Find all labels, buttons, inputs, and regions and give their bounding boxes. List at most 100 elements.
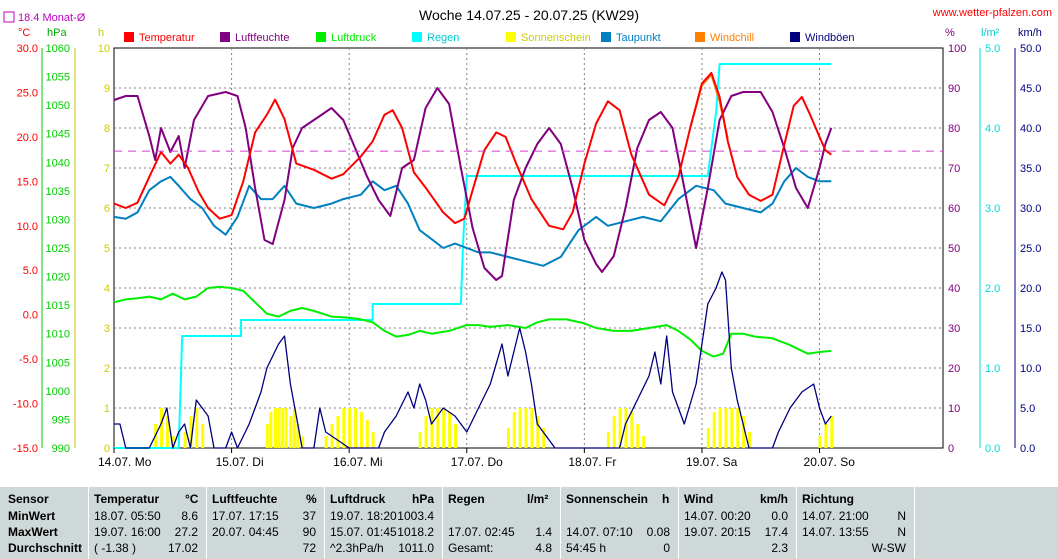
sunshine-bar [454, 424, 458, 448]
rain-tick-label: 5.0 [985, 43, 1000, 55]
sunshine-bar [274, 408, 278, 448]
legend-label: Sonnenschein [521, 32, 591, 44]
sunshine-bar [630, 412, 634, 448]
sun-avg-val: 0 [663, 541, 670, 555]
sunshine-bars [154, 408, 834, 448]
legend-swatch [124, 32, 134, 42]
wind-col-unit: km/h [760, 492, 789, 506]
sunshine-bar [524, 408, 528, 448]
series-regen-line [114, 63, 832, 449]
pressure-unit: hPa [47, 27, 67, 39]
x-tick-label: 16.07. Mi [333, 455, 382, 469]
x-tick-label: 15.07. Di [216, 455, 264, 469]
press-max-time: 15.07. 01:45 [330, 525, 397, 539]
dir-avg-val: W-SW [871, 541, 906, 555]
pressure-tick-label: 1000 [46, 386, 70, 398]
press-max-val: 1018.2 [397, 525, 434, 539]
sunshine-bar [189, 416, 193, 448]
temp-tick-label: 5.0 [23, 265, 38, 277]
wind-tick-label: 45.0 [1020, 83, 1041, 95]
sunshine-bar [430, 408, 434, 448]
legend-label: Temperatur [139, 32, 195, 44]
monthly-avg-label: 18.4 Monat-Ø [18, 12, 86, 24]
press-col-unit: hPa [412, 492, 435, 506]
pressure-tick-label: 1010 [46, 329, 70, 341]
wind-tick-label: 10.0 [1020, 363, 1041, 375]
legend-swatch [695, 32, 705, 42]
wind-max-val: 17.4 [764, 525, 788, 539]
sunshine-bar [542, 428, 546, 448]
sunshine-bar [730, 408, 734, 448]
temp-unit: °C [18, 27, 30, 39]
site-link[interactable]: www.wetter-pfalzen.com [932, 7, 1052, 19]
sunshine-bar [706, 428, 710, 448]
legend-label: Luftdruck [331, 32, 377, 44]
sunshine-bar [301, 436, 305, 448]
sunshine-bar [518, 408, 522, 448]
wind-tick-label: 5.0 [1020, 403, 1035, 415]
sunshine-bar [424, 416, 428, 448]
pressure-tick-label: 1055 [46, 72, 70, 84]
humidity-tick-label: 40 [948, 283, 960, 295]
press-min-time: 19.07. 18:20 [330, 509, 397, 523]
humidity-tick-label: 50 [948, 243, 960, 255]
sun-max-time: 14.07. 07:10 [566, 525, 633, 539]
temp-tick-label: -10.0 [13, 399, 38, 411]
sunshine-bar [612, 416, 616, 448]
sunshine-bar [712, 412, 716, 448]
row-label-sensor: Sensor [8, 492, 49, 506]
press-min-val: 1003.4 [397, 509, 434, 523]
sun-tick-label: 10 [98, 43, 110, 55]
dir-max-time: 14.07. 13:55 [802, 525, 869, 539]
humidity-tick-label: 80 [948, 123, 960, 135]
wind-tick-label: 15.0 [1020, 323, 1041, 335]
rain-tick-label: 1.0 [985, 363, 1000, 375]
rain-avg-note: Gesamt: [448, 541, 494, 555]
legend-swatch [412, 32, 422, 42]
press-avg-note: ^2.3hPa/h [330, 541, 384, 555]
temp-max-val: 27.2 [174, 525, 198, 539]
sunshine-bar [736, 408, 740, 448]
series-luftdruck-line [113, 285, 832, 358]
sunshine-bar [359, 412, 363, 448]
humidity-tick-label: 20 [948, 363, 960, 375]
temp-tick-label: 20.0 [17, 132, 38, 144]
row-label-avg: Durchschnitt [8, 541, 83, 555]
sun-tick-label: 8 [104, 123, 110, 135]
sunshine-bar [818, 436, 822, 448]
sunshine-bar [371, 432, 375, 448]
sun-tick-label: 5 [104, 243, 110, 255]
rain-tick-label: 3.0 [985, 203, 1000, 215]
sunshine-bar [418, 432, 422, 448]
humidity-tick-label: 90 [948, 83, 960, 95]
hum-min-val: 37 [302, 509, 316, 523]
pressure-tick-label: 1020 [46, 272, 70, 284]
dir-col-title: Richtung [802, 492, 854, 506]
x-tick-label: 18.07. Fr [568, 455, 616, 469]
sunshine-bar [354, 408, 358, 448]
wind-tick-label: 35.0 [1020, 163, 1041, 175]
sunshine-bar [642, 436, 646, 448]
sunshine-bar [506, 428, 510, 448]
x-axis-labels: 14.07. Mo 15.07. Di 16.07. Mi 17.07. Do 18.0… [98, 448, 855, 469]
sunshine-bar [606, 432, 610, 448]
sunshine-bar [718, 408, 722, 448]
sunshine-bar [265, 424, 269, 448]
pressure-tick-label: 990 [52, 443, 70, 455]
sunshine-bar [336, 416, 340, 448]
x-tick-label: 17.07. Do [451, 455, 503, 469]
legend-swatch [316, 32, 326, 42]
humidity-tick-label: 60 [948, 203, 960, 215]
hum-avg-val: 72 [302, 541, 316, 555]
wind-tick-label: 0.0 [1020, 443, 1035, 455]
dir-max-val: N [897, 525, 906, 539]
pressure-tick-label: 1040 [46, 157, 70, 169]
humidity-tick-label: 30 [948, 323, 960, 335]
temp-col-unit: °C [185, 492, 199, 506]
humidity-unit: % [945, 27, 955, 39]
sun-tick-label: 0 [104, 443, 110, 455]
temp-tick-label: -15.0 [13, 443, 38, 455]
legend-label: Luftfeuchte [235, 32, 289, 44]
legend-swatch [506, 32, 516, 42]
temp-avg-note: ( -1.38 ) [94, 541, 137, 555]
